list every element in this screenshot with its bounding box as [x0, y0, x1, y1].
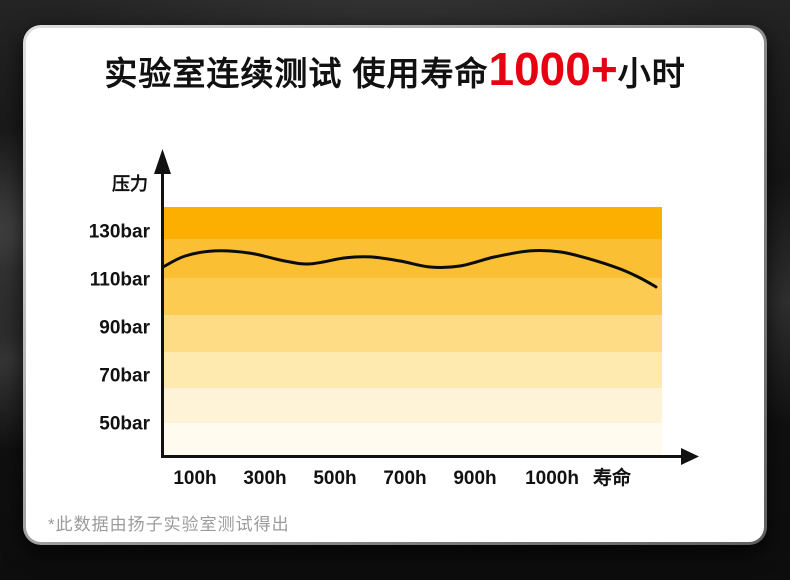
pressure-band-4	[163, 352, 662, 388]
x-tick-label: 1000h	[525, 468, 579, 489]
title-suffix: 小时	[617, 55, 686, 92]
pressure-band-1	[163, 239, 662, 278]
product-card-frame: 实验室连续测试 使用寿命 1000+ 小时 压力 130bar 110bar 90ba…	[23, 25, 767, 545]
pressure-band-6	[163, 423, 662, 455]
pressure-band-0	[163, 207, 662, 239]
footnote: *此数据由扬子实验室测试得出	[48, 515, 290, 534]
y-tick-label: 70bar	[99, 366, 150, 387]
chart-svg: 压力 130bar 110bar 90bar 70bar 50bar 100h 300h 500…	[89, 149, 699, 489]
y-tick-label: 90bar	[99, 318, 150, 339]
chart-title: 实验室连续测试 使用寿命 1000+ 小时	[26, 46, 764, 95]
y-tick-label: 50bar	[99, 414, 150, 435]
x-tick-label: 300h	[243, 468, 286, 489]
pressure-curve	[161, 248, 658, 289]
x-tick-label: 900h	[453, 468, 496, 489]
title-prefix: 实验室连续测试 使用寿命	[104, 55, 489, 92]
product-card: 实验室连续测试 使用寿命 1000+ 小时 压力 130bar 110bar 90ba…	[26, 28, 764, 542]
pressure-band-3	[163, 315, 662, 352]
x-tick-label: 700h	[383, 468, 426, 489]
pressure-band-2	[163, 278, 662, 315]
y-tick-label: 130bar	[89, 222, 151, 243]
x-axis-arrow-icon	[681, 448, 699, 465]
y-axis-title: 压力	[112, 174, 148, 194]
x-tick-label: 500h	[313, 468, 356, 489]
x-tick-label: 100h	[173, 468, 216, 489]
title-highlight: 1000+	[488, 43, 618, 95]
pressure-band-5	[163, 388, 662, 423]
y-tick-label: 110bar	[90, 270, 151, 291]
x-tick-label: 寿命	[593, 466, 632, 489]
y-axis-arrow-icon	[154, 149, 171, 174]
